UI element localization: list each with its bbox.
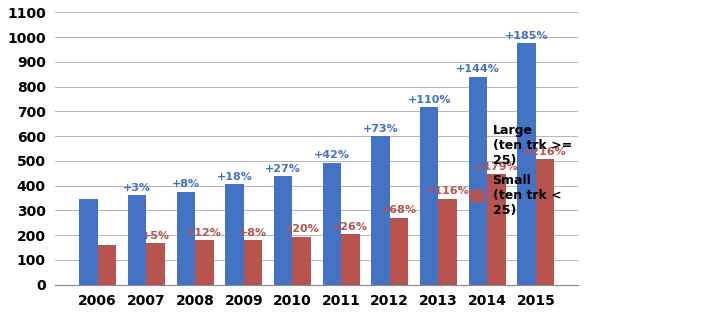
Bar (176, 192, 195, 285)
Bar (274, 176, 293, 285)
Legend: Large
(ten trk >=
25), Small
(ten trk <
25): Large (ten trk >= 25), Small (ten trk < … (470, 124, 572, 216)
Text: +185%: +185% (505, 31, 548, 41)
Bar (79, 199, 98, 285)
Bar (293, 237, 311, 285)
Bar (536, 159, 554, 285)
Bar (195, 240, 214, 285)
Bar (390, 218, 408, 285)
Text: +42%: +42% (314, 150, 350, 160)
Text: +144%: +144% (456, 64, 500, 74)
Text: +18%: +18% (216, 172, 252, 182)
Text: +216%: +216% (523, 147, 567, 157)
Text: +68%: +68% (381, 205, 417, 215)
Text: +26%: +26% (332, 222, 368, 232)
Text: +8%: +8% (239, 228, 267, 238)
Text: +116%: +116% (426, 186, 470, 196)
Text: +110%: +110% (407, 94, 451, 105)
Text: +5%: +5% (142, 231, 170, 241)
Text: +3%: +3% (123, 183, 151, 193)
Bar (128, 195, 147, 285)
Text: +27%: +27% (265, 164, 301, 174)
Bar (323, 163, 341, 285)
Bar (469, 77, 487, 285)
Bar (517, 44, 536, 285)
Text: +179%: +179% (474, 161, 518, 172)
Bar (372, 136, 390, 285)
Text: +12%: +12% (186, 228, 222, 238)
Text: +20%: +20% (284, 224, 319, 234)
Bar (341, 234, 360, 285)
Bar (244, 240, 262, 285)
Text: +73%: +73% (362, 124, 398, 134)
Text: +8%: +8% (172, 179, 200, 189)
Bar (225, 184, 244, 285)
Bar (439, 199, 457, 285)
Bar (98, 245, 116, 285)
Bar (487, 174, 505, 285)
Bar (147, 243, 165, 285)
Bar (420, 107, 439, 285)
